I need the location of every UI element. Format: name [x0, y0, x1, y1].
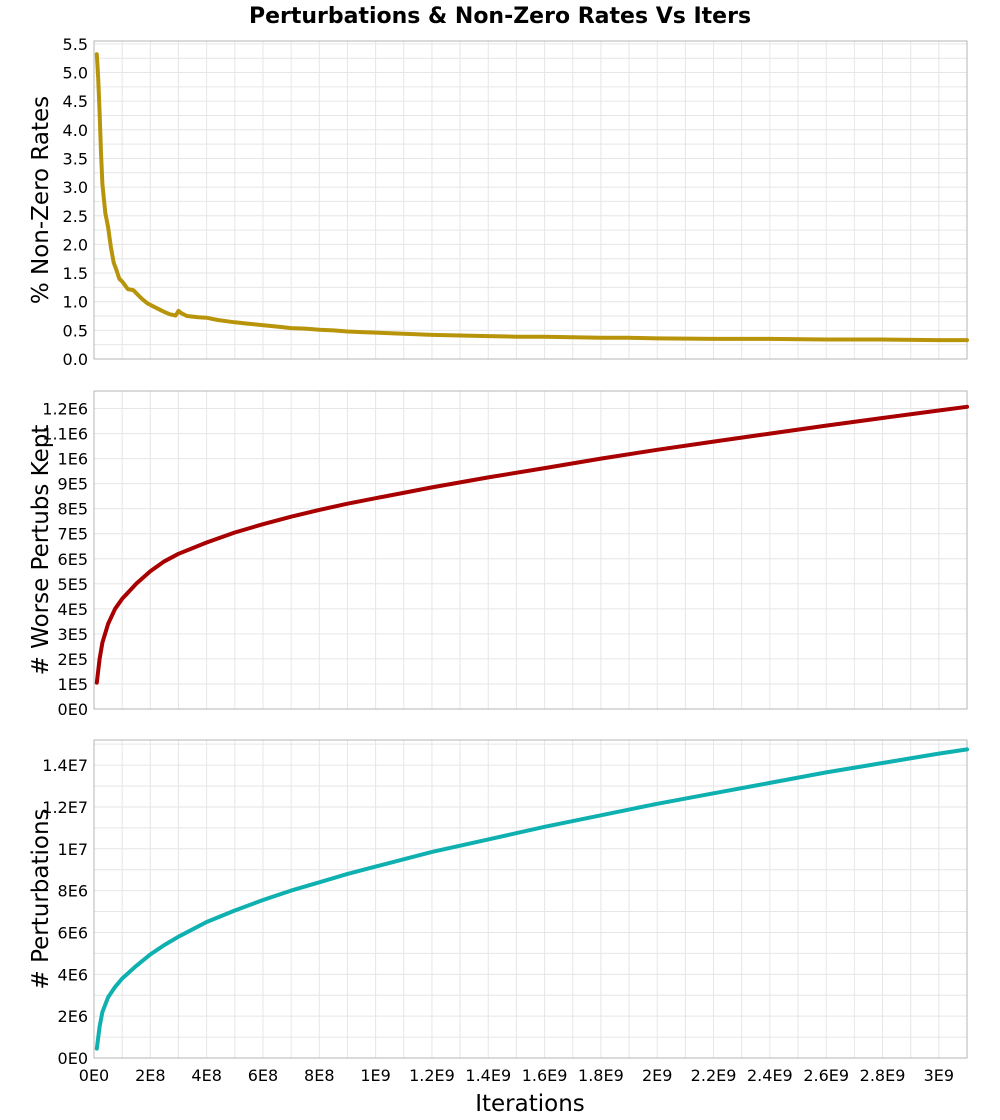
x-tick-label: 4E8 [191, 1066, 221, 1085]
y-tick-label: 7E5 [58, 525, 88, 544]
y-tick-label: 1E6 [58, 450, 88, 469]
y-axis-title: % Non-Zero Rates [28, 96, 54, 304]
chart-title: Perturbations & Non-Zero Rates Vs Iters [249, 4, 751, 29]
x-tick-label: 1.6E9 [522, 1066, 568, 1085]
y-tick-label: 4E6 [58, 965, 88, 984]
y-tick-label: 5.5 [63, 35, 88, 54]
y-tick-label: 5.0 [63, 64, 88, 83]
y-tick-label: 0.5 [63, 321, 88, 340]
y-tick-label: 1.0 [63, 293, 88, 312]
y-tick-label: 1.1E6 [42, 425, 88, 444]
x-tick-label: 2.6E9 [803, 1066, 849, 1085]
y-tick-label: 1.5 [63, 264, 88, 283]
x-tick-label: 2E9 [642, 1066, 672, 1085]
x-tick-label: 2.4E9 [747, 1066, 793, 1085]
y-tick-label: 0.0 [63, 350, 88, 369]
y-tick-label: 1.2E6 [42, 400, 88, 419]
x-tick-label: 2.8E9 [860, 1066, 906, 1085]
nonzero-rate-panel: 0.0 0.5 1.0 1.5 2.0 2.5 3.0 3.5 4.0 4.5 5.0 5.5 % No… [28, 35, 969, 369]
x-tick-label: 2E8 [135, 1066, 165, 1085]
worse-perturbs-panel: 0E0 1E5 2E5 3E5 4E5 5E5 6E5 7E5 8E5 9E5 1E6 1.1E6 1.… [28, 390, 969, 719]
x-tick-label: 8E8 [304, 1066, 334, 1085]
y-tick-label: 1E5 [58, 675, 88, 694]
x-tick-label: 2.2E9 [691, 1066, 737, 1085]
series-line-nonzero [94, 52, 969, 343]
y-tick-label: 5E5 [58, 575, 88, 594]
y-tick-label: 4E5 [58, 600, 88, 619]
y-tick-label: 6E6 [58, 923, 88, 942]
plot-area [93, 40, 968, 360]
x-tick-label: 3E9 [924, 1066, 954, 1085]
plot-frame [93, 40, 968, 360]
y-tick-label: 1E7 [58, 840, 88, 859]
y-tick-label: 0E0 [58, 700, 88, 719]
y-tick-label: 2E5 [58, 650, 88, 669]
y-tick-label: 1.2E7 [42, 798, 88, 817]
y-tick-label: 6E5 [58, 550, 88, 569]
y-tick-label: 9E5 [58, 475, 88, 494]
x-axis-title: Iterations [475, 1091, 585, 1117]
x-tick-label: 1.2E9 [409, 1066, 455, 1085]
plot-area [93, 739, 968, 1059]
y-axis-title: # Perturbations [28, 808, 54, 989]
series-line-perturbations [94, 747, 969, 1051]
series-line-worse [94, 404, 969, 685]
y-tick-label: 8E5 [58, 500, 88, 519]
plot-area [93, 390, 968, 710]
y-tick-label: 4.0 [63, 121, 88, 140]
y-tick-label: 8E6 [58, 882, 88, 901]
y-tick-label: 4.5 [63, 92, 88, 111]
y-tick-label: 2E6 [58, 1007, 88, 1026]
plot-frame [93, 739, 968, 1059]
y-tick-label: 3.0 [63, 178, 88, 197]
perturbations-panel: 0E0 2E6 4E6 6E6 8E6 1E7 1.2E7 1.4E7 0E0 2E8 4E8 6E8… [28, 739, 969, 1085]
y-axis-title: # Worse Pertubs Kept [28, 425, 54, 676]
x-tick-label: 6E8 [248, 1066, 278, 1085]
x-tick-label: 1.4E9 [465, 1066, 511, 1085]
y-tick-label: 2.5 [63, 207, 88, 226]
y-tick-label: 3E5 [58, 625, 88, 644]
x-tick-label: 1E9 [360, 1066, 390, 1085]
x-tick-label: 1.8E9 [578, 1066, 624, 1085]
plot-frame [93, 390, 968, 710]
y-tick-label: 2.0 [63, 235, 88, 254]
y-tick-label: 0E0 [58, 1049, 88, 1068]
y-tick-label: 3.5 [63, 149, 88, 168]
x-tick-label: 0E0 [79, 1066, 109, 1085]
y-tick-label: 1.4E7 [42, 756, 88, 775]
